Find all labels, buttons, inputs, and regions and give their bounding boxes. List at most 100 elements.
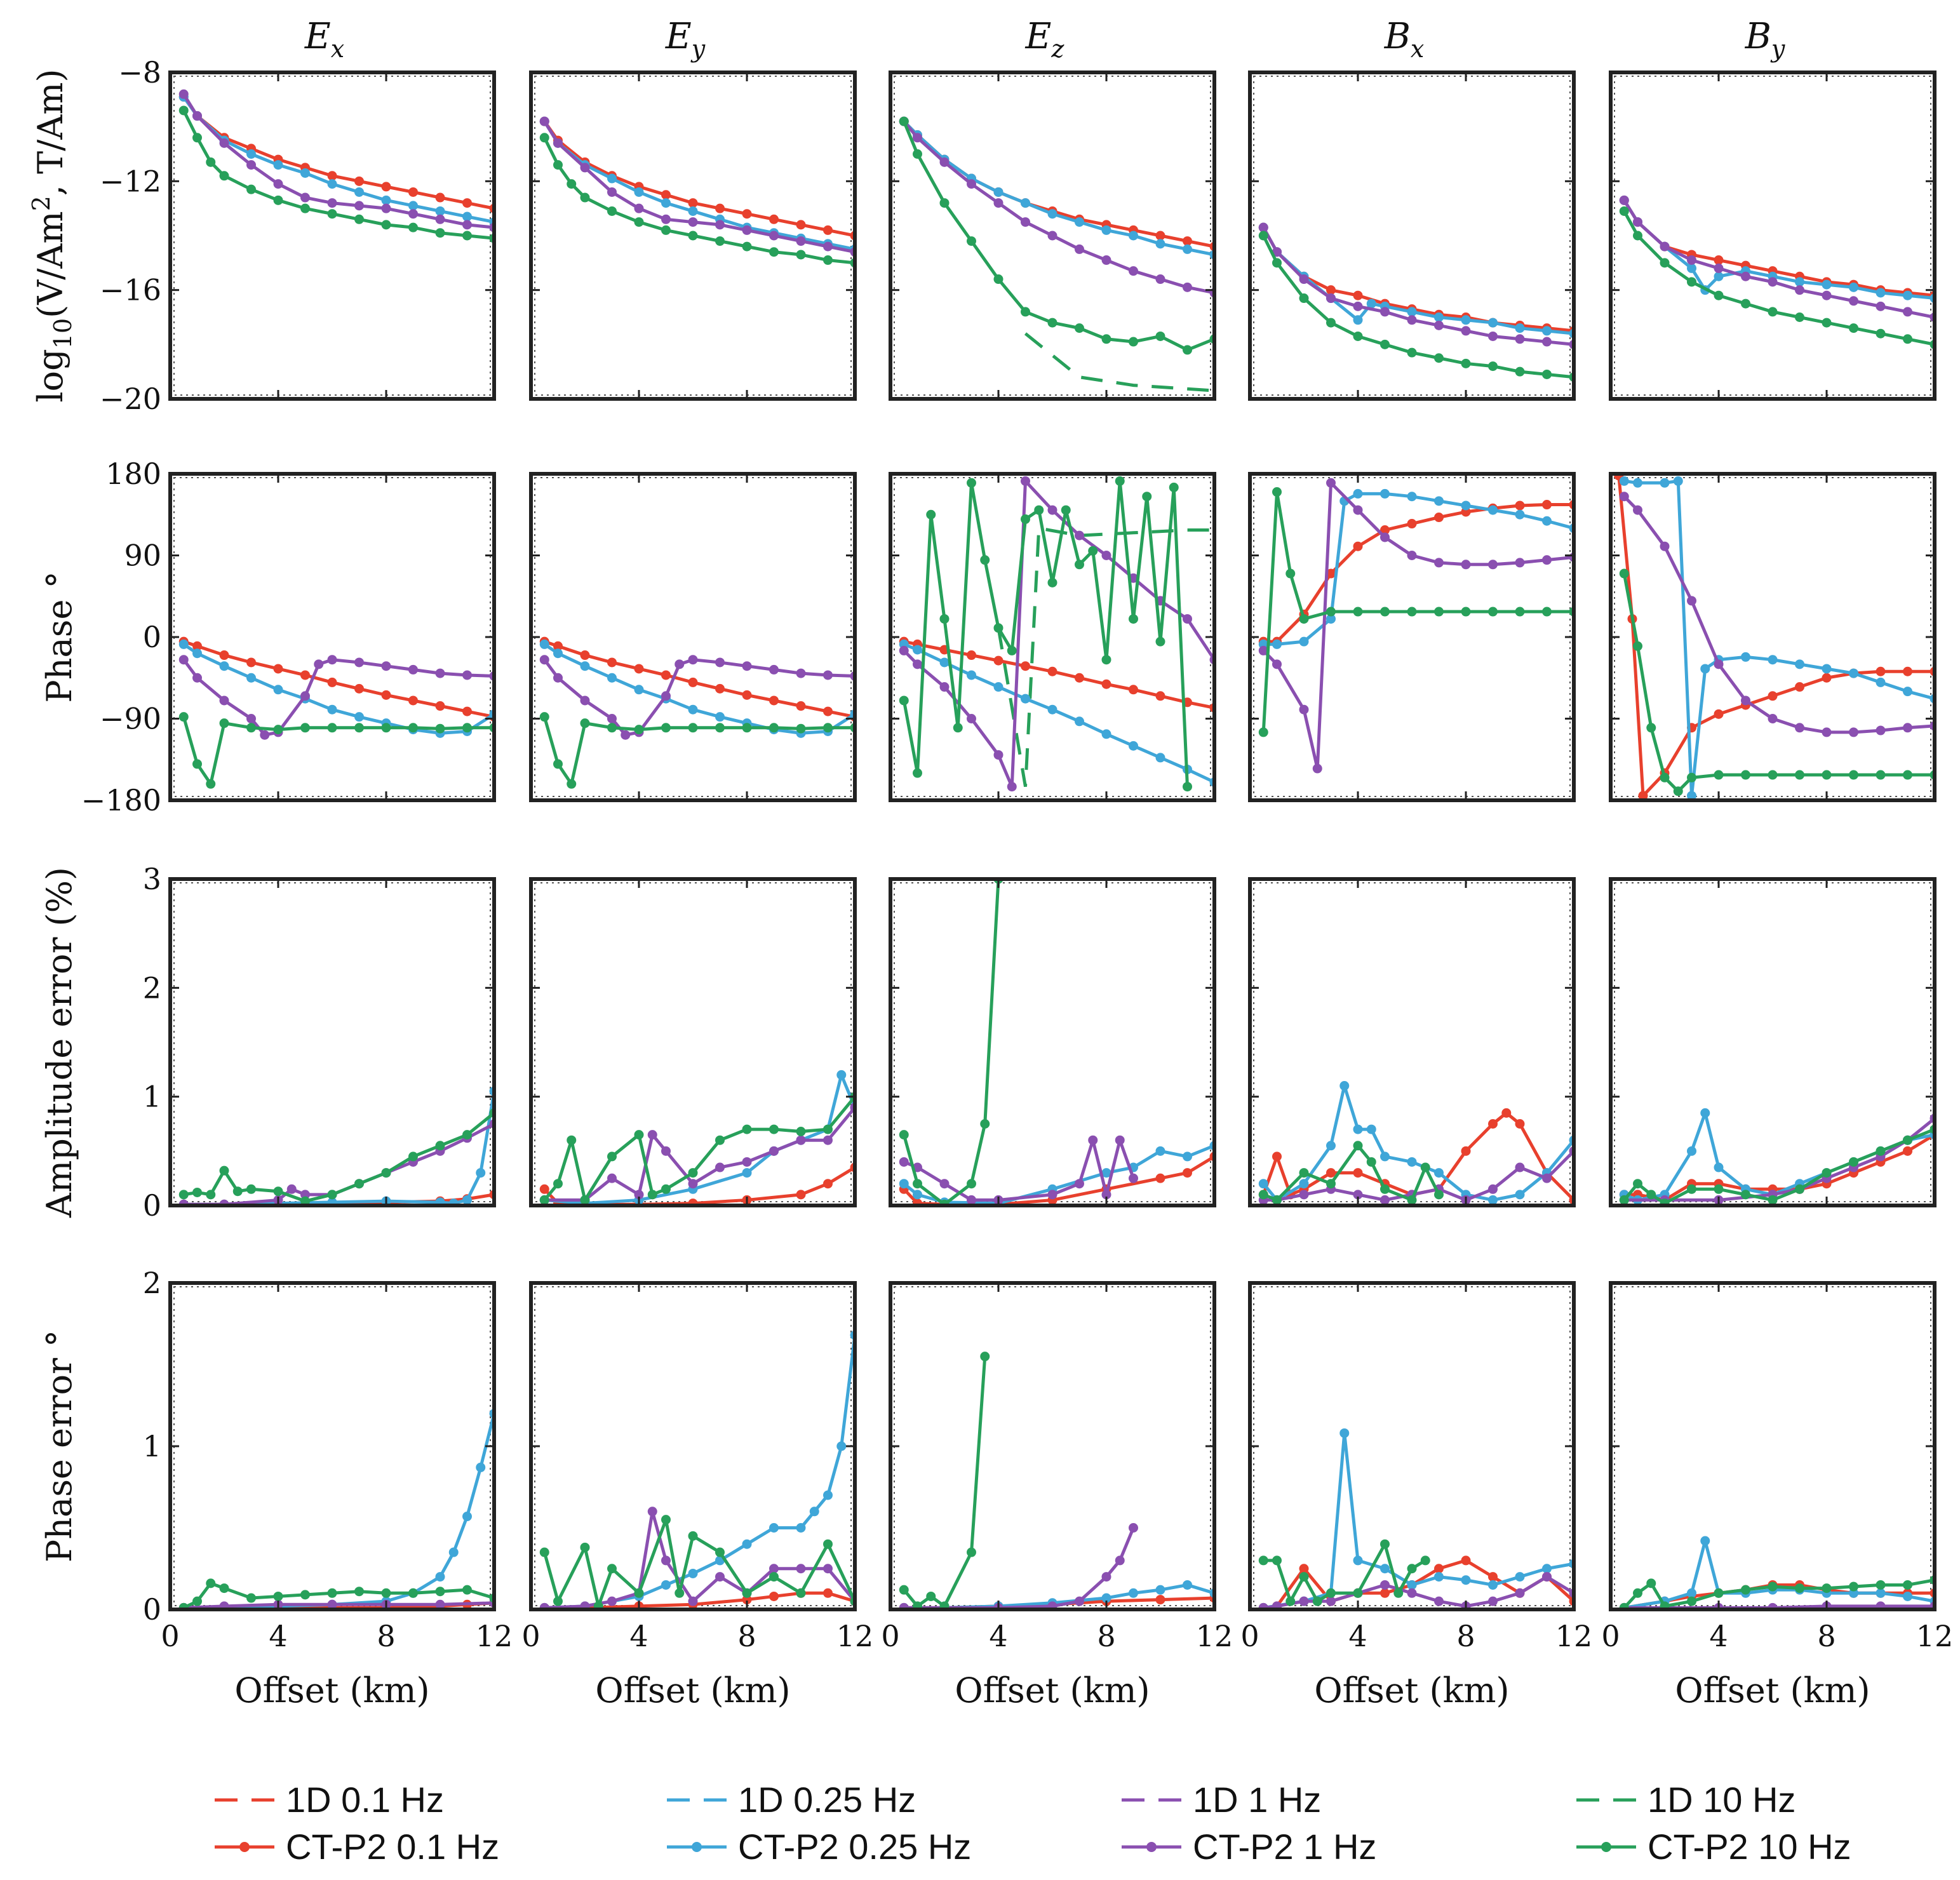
data-point-f01: [1714, 255, 1724, 265]
data-point-f025: [1488, 505, 1498, 515]
data-point-f025: [1366, 1124, 1376, 1134]
data-point-f10: [1129, 614, 1138, 624]
data-point-f1: [621, 730, 631, 740]
data-point-f10: [1714, 290, 1724, 300]
data-point-f025: [1272, 639, 1282, 649]
panel-frame: [1248, 70, 1576, 401]
data-point-f1: [688, 217, 698, 227]
data-point-f1: [580, 163, 590, 173]
data-point-f1: [1129, 1173, 1138, 1183]
data-point-f1: [769, 664, 779, 675]
data-point-f1: [192, 111, 202, 121]
data-point-f025: [1183, 244, 1192, 254]
data-point-f10: [926, 509, 936, 520]
plot-area: [1619, 1536, 1935, 1609]
data-point-f025: [1700, 1536, 1710, 1546]
data-point-f10: [593, 1601, 603, 1609]
series-line-f01: [903, 1155, 1214, 1205]
panel-frame: [1609, 472, 1937, 802]
panel-frame: [529, 70, 857, 401]
data-point-f01: [1155, 1595, 1165, 1605]
data-point-f10: [688, 1531, 698, 1541]
data-point-f10: [675, 1588, 685, 1598]
data-point-f1: [300, 691, 310, 701]
legend-item-2: 1D 0.25 Hz: [667, 1780, 916, 1820]
data-point-f10: [1407, 1195, 1417, 1205]
data-point-f10: [899, 116, 909, 126]
data-point-f1: [1515, 334, 1525, 344]
data-point-f10: [769, 1124, 779, 1134]
data-point-f1: [913, 133, 922, 143]
data-point-f10: [1007, 645, 1017, 655]
data-point-f10: [769, 247, 779, 257]
data-point-f10: [913, 149, 922, 159]
data-point-f10: [796, 250, 806, 260]
data-point-f01: [1638, 791, 1648, 800]
data-point-f025: [476, 1462, 486, 1472]
data-point-f10: [1795, 1583, 1804, 1594]
data-point-f025: [327, 704, 337, 715]
series-line-f01: [1263, 503, 1574, 643]
data-point-f10: [1822, 770, 1832, 780]
data-point-f01: [1434, 513, 1444, 523]
data-point-f1: [1687, 255, 1696, 265]
data-point-f01: [1542, 500, 1552, 510]
data-point-f1: [1488, 331, 1498, 341]
series-line-f025: [1263, 492, 1574, 646]
data-point-f1: [1434, 320, 1444, 330]
data-point-f01: [634, 664, 644, 674]
panel-frame: [1248, 1281, 1576, 1611]
data-point-f01: [1795, 682, 1804, 692]
data-point-f10: [1488, 607, 1498, 617]
data-point-f10: [539, 133, 549, 143]
data-point-f10: [327, 1588, 337, 1598]
data-point-f1: [661, 214, 671, 224]
data-point-f01: [742, 209, 752, 219]
panel-inner-frame: [534, 1286, 852, 1606]
ytick-label: 2: [143, 970, 161, 1005]
data-point-f025: [1183, 1152, 1192, 1162]
plot-area: [178, 1409, 494, 1609]
ytick-label: 1: [143, 1080, 161, 1114]
series-line-f01: [1617, 475, 1935, 798]
series-line-f1: [903, 120, 1214, 295]
data-point-f025: [742, 1539, 752, 1549]
data-point-f10: [1075, 560, 1084, 570]
ylabel-part: , T/Am): [30, 69, 70, 196]
data-point-f01: [1326, 285, 1336, 295]
data-point-f025: [1488, 1580, 1498, 1590]
panel-frame: [1609, 877, 1937, 1207]
data-point-f025: [1434, 1168, 1444, 1178]
data-point-f1: [1515, 1162, 1525, 1172]
data-point-f025: [1822, 664, 1832, 674]
data-point-f025: [1687, 1588, 1696, 1598]
data-point-f025: [1714, 1162, 1724, 1172]
data-point-f025: [1407, 1580, 1417, 1590]
data-point-f10: [1326, 1588, 1336, 1598]
data-point-f025: [1849, 668, 1858, 678]
data-point-f10: [553, 1596, 563, 1606]
series-line-f10: [543, 1096, 855, 1202]
data-point-f1: [1633, 505, 1642, 515]
data-point-f10: [661, 225, 671, 235]
column-title-subscript: y: [1770, 35, 1785, 63]
data-point-f01: [462, 198, 472, 208]
panel-frame: [168, 1281, 496, 1611]
data-point-f025: [1741, 652, 1750, 662]
data-point-f1: [462, 220, 472, 230]
data-point-f10: [462, 1585, 472, 1595]
data-point-f1: [661, 691, 671, 701]
panel-frame: [168, 70, 496, 401]
data-point-f1: [1258, 645, 1268, 655]
plot-area: [178, 636, 494, 789]
data-point-f1: [634, 203, 644, 213]
data-point-f025: [1660, 478, 1670, 488]
data-point-f1: [1407, 1588, 1417, 1598]
ytick-label: −20: [100, 382, 161, 416]
series-line-f01: [182, 96, 494, 210]
data-point-f10: [1714, 1184, 1724, 1194]
xtick-label: 8: [377, 1619, 395, 1653]
series-line-f025: [903, 120, 1214, 257]
data-point-f10: [1047, 318, 1057, 328]
data-point-f025: [939, 657, 950, 668]
